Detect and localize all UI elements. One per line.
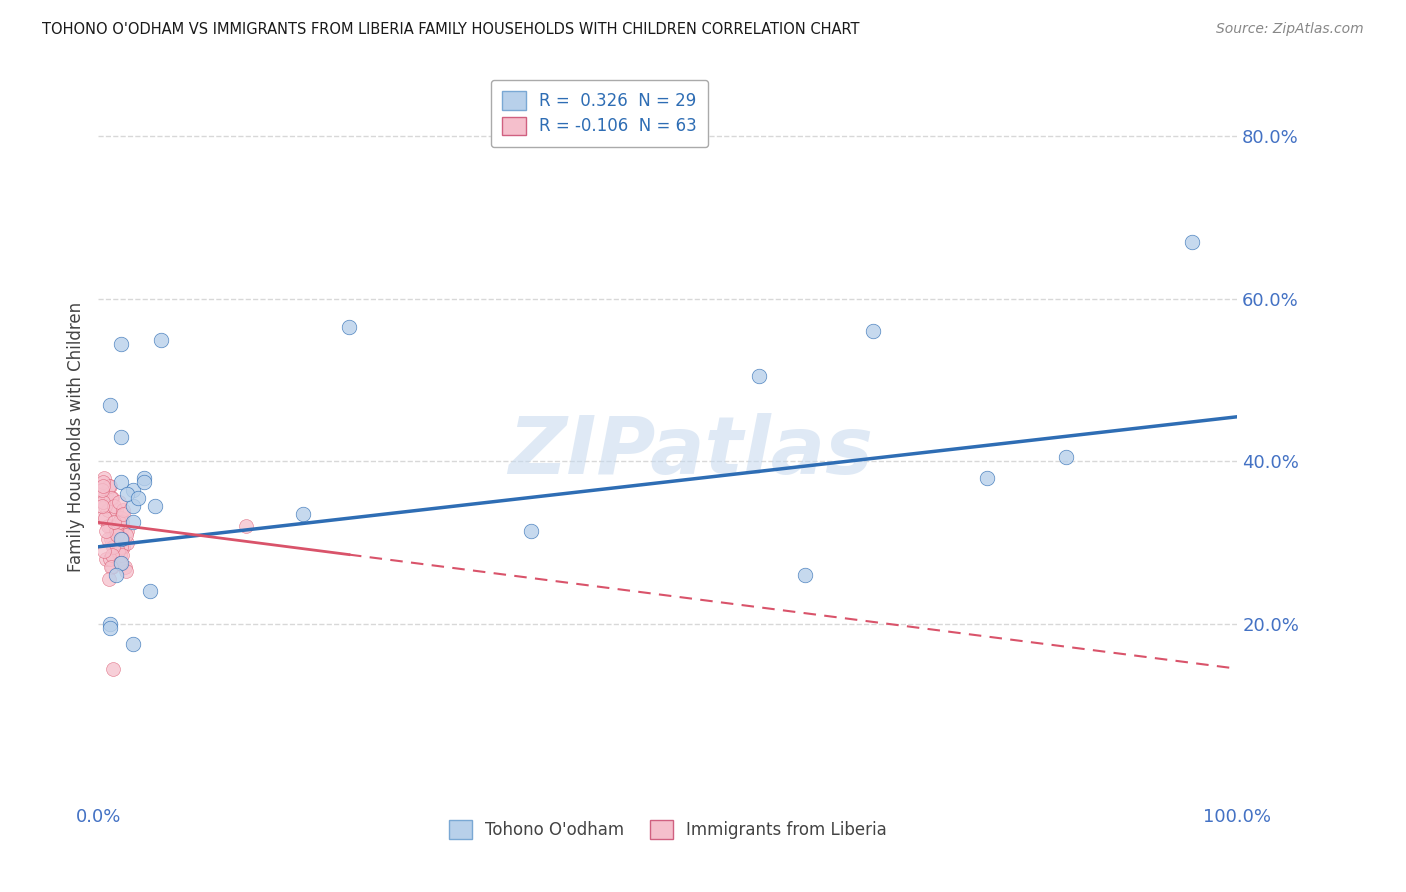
Point — [98, 617, 121, 632]
Point — [112, 503, 135, 517]
Point — [110, 511, 132, 525]
Text: TOHONO O'ODHAM VS IMMIGRANTS FROM LIBERIA FAMILY HOUSEHOLDS WITH CHILDREN CORREL: TOHONO O'ODHAM VS IMMIGRANTS FROM LIBERI… — [42, 22, 859, 37]
Point — [110, 532, 132, 546]
Point — [111, 548, 134, 562]
Point — [101, 548, 124, 562]
Point — [235, 519, 257, 533]
Point — [145, 499, 167, 513]
Point — [132, 471, 155, 485]
Point — [112, 508, 135, 522]
Point — [110, 336, 132, 351]
Point — [94, 511, 117, 525]
Point — [110, 430, 132, 444]
Point — [93, 544, 115, 558]
Point — [793, 568, 815, 582]
Point — [132, 475, 155, 489]
Point — [114, 560, 136, 574]
Point — [108, 548, 131, 562]
Point — [103, 540, 125, 554]
Point — [292, 508, 315, 522]
Point — [115, 487, 138, 501]
Point — [100, 532, 122, 546]
Point — [93, 471, 115, 485]
Point — [115, 524, 138, 538]
Point — [1181, 235, 1204, 249]
Point — [103, 532, 125, 546]
Point — [91, 495, 114, 509]
Point — [96, 487, 118, 501]
Point — [1054, 450, 1078, 465]
Point — [96, 524, 118, 538]
Point — [97, 479, 120, 493]
Point — [91, 479, 114, 493]
Point — [96, 532, 118, 546]
Point — [114, 564, 136, 578]
Point — [107, 544, 129, 558]
Point — [110, 540, 132, 554]
Point — [100, 491, 122, 505]
Point — [110, 475, 132, 489]
Y-axis label: Family Households with Children: Family Households with Children — [66, 302, 84, 572]
Point — [90, 511, 112, 525]
Point — [96, 519, 118, 533]
Point — [127, 491, 149, 505]
Point — [121, 483, 143, 497]
Point — [108, 516, 131, 530]
Point — [104, 503, 127, 517]
Point — [110, 524, 132, 538]
Point — [100, 560, 122, 574]
Point — [105, 527, 128, 541]
Point — [107, 544, 129, 558]
Point — [98, 621, 121, 635]
Point — [111, 532, 134, 546]
Point — [108, 556, 131, 570]
Point — [104, 527, 127, 541]
Point — [94, 499, 117, 513]
Point — [96, 503, 118, 517]
Point — [104, 568, 127, 582]
Point — [98, 398, 121, 412]
Point — [110, 519, 132, 533]
Point — [115, 535, 138, 549]
Point — [91, 475, 114, 489]
Point — [337, 320, 360, 334]
Point — [103, 516, 125, 530]
Point — [101, 491, 124, 505]
Text: ZIPatlas: ZIPatlas — [508, 413, 873, 491]
Point — [103, 662, 125, 676]
Point — [90, 483, 112, 497]
Point — [121, 499, 143, 513]
Point — [96, 552, 118, 566]
Point — [101, 560, 124, 574]
Point — [90, 499, 112, 513]
Point — [114, 527, 136, 541]
Point — [111, 516, 134, 530]
Point — [105, 527, 128, 541]
Point — [90, 487, 112, 501]
Point — [98, 479, 121, 493]
Point — [976, 471, 998, 485]
Point — [862, 325, 884, 339]
Point — [138, 584, 160, 599]
Point — [121, 516, 143, 530]
Point — [112, 540, 135, 554]
Point — [97, 572, 120, 586]
Point — [104, 524, 127, 538]
Point — [108, 495, 131, 509]
Point — [110, 556, 132, 570]
Point — [103, 540, 125, 554]
Point — [105, 524, 128, 538]
Point — [103, 499, 125, 513]
Point — [520, 524, 543, 538]
Point — [150, 333, 173, 347]
Point — [108, 556, 131, 570]
Legend: Tohono O'odham, Immigrants from Liberia: Tohono O'odham, Immigrants from Liberia — [441, 814, 894, 846]
Point — [98, 552, 121, 566]
Point — [121, 637, 143, 651]
Point — [98, 519, 121, 533]
Point — [748, 369, 770, 384]
Text: Source: ZipAtlas.com: Source: ZipAtlas.com — [1216, 22, 1364, 37]
